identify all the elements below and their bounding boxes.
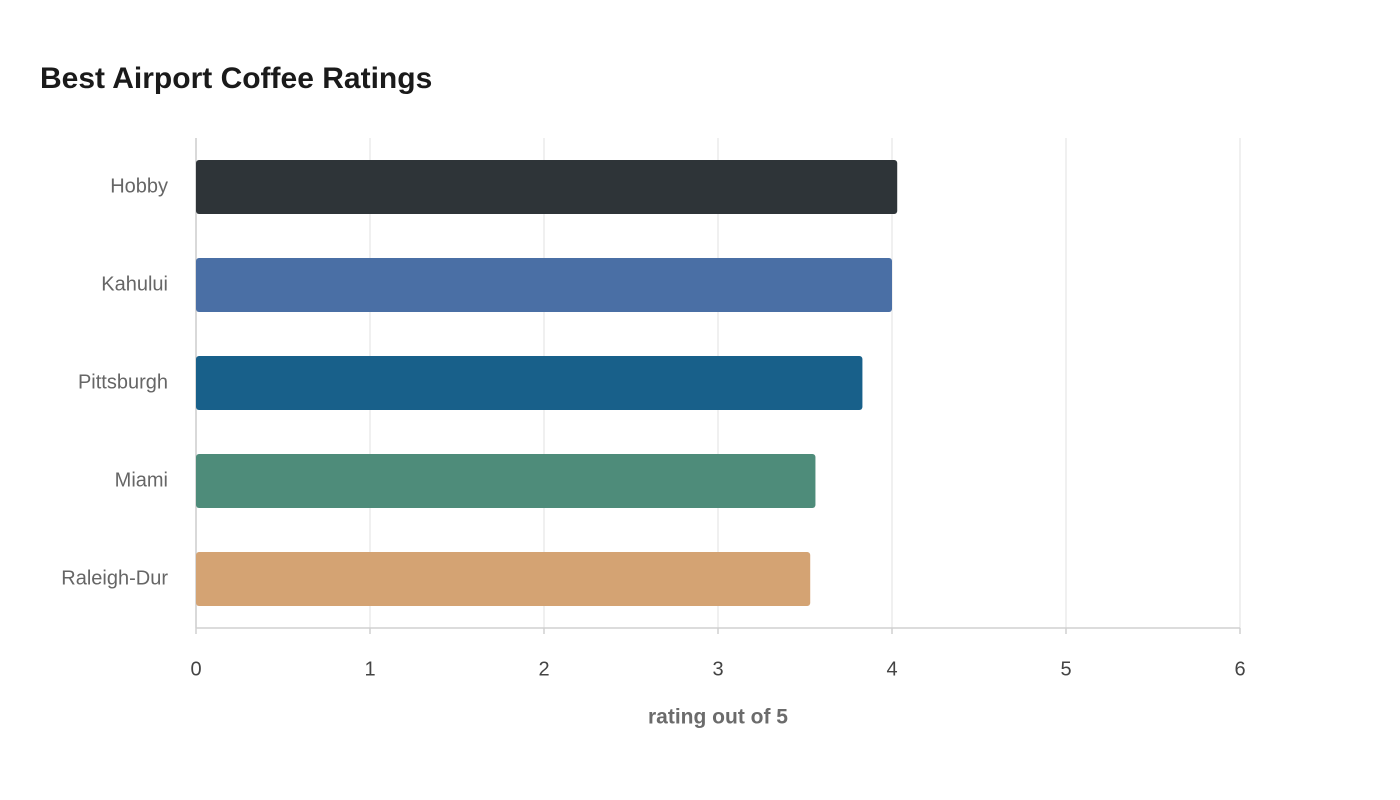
y-tick-label: Miami xyxy=(115,469,168,491)
y-tick-label: Hobby xyxy=(110,175,168,197)
x-tick-label: 6 xyxy=(1234,658,1245,680)
bar xyxy=(196,356,863,410)
x-tick-label: 3 xyxy=(712,658,723,680)
x-tick-label: 2 xyxy=(538,658,549,680)
x-tick-label: 0 xyxy=(190,658,201,680)
x-tick-label: 1 xyxy=(364,658,375,680)
x-tick-label: 4 xyxy=(886,658,897,680)
x-tick-label: 5 xyxy=(1060,658,1071,680)
bar xyxy=(196,258,892,312)
bar xyxy=(196,160,898,214)
bar xyxy=(196,454,816,508)
y-tick-label: Raleigh-Dur xyxy=(61,567,168,589)
x-axis-label: rating out of 5 xyxy=(648,706,788,729)
bar xyxy=(196,552,811,606)
y-tick-label: Kahului xyxy=(101,273,168,295)
chart-title: Best Airport Coffee Ratings xyxy=(40,62,432,95)
y-tick-label: Pittsburgh xyxy=(78,371,168,393)
